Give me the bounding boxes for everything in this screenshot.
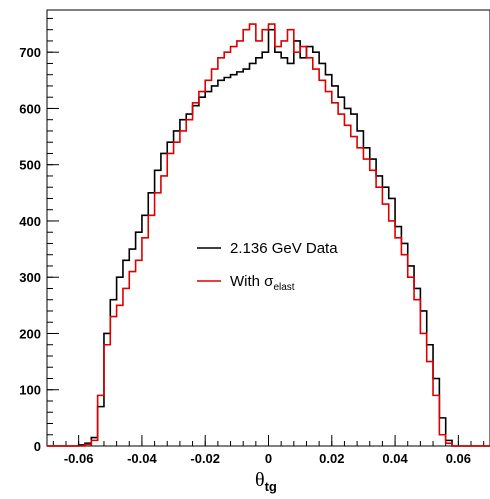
y-tick-label: 200 bbox=[19, 326, 41, 341]
legend: 2.136 GeV Data With σelast bbox=[197, 240, 338, 293]
x-axis-title-sub: tg bbox=[265, 479, 277, 494]
legend-label-data: 2.136 GeV Data bbox=[230, 240, 338, 257]
series-group bbox=[47, 23, 490, 447]
x-tick-label: -0.06 bbox=[64, 451, 94, 466]
y-tick-label: 700 bbox=[19, 45, 41, 60]
x-tick-label: 0 bbox=[265, 451, 272, 466]
plot-frame bbox=[46, 9, 490, 447]
tick-labels: -0.06 -0.04 -0.02 0 0.02 0.04 0.06 0 100 200 300 40… bbox=[19, 45, 471, 466]
x-tick-label: -0.02 bbox=[190, 451, 220, 466]
y-tick-label: 600 bbox=[19, 101, 41, 116]
legend-label-elast-sub: elast bbox=[273, 282, 294, 293]
y-tick-label: 400 bbox=[19, 214, 41, 229]
legend-label-elast: With σelast bbox=[230, 273, 295, 293]
x-tick-label: -0.04 bbox=[127, 451, 157, 466]
series-line-elast bbox=[47, 23, 490, 447]
y-tick-label: 0 bbox=[34, 439, 41, 454]
x-tick-label: 0.04 bbox=[382, 451, 408, 466]
y-tick-label: 500 bbox=[19, 158, 41, 173]
x-axis-title-main: θ bbox=[255, 469, 265, 491]
series-line-data bbox=[47, 28, 490, 447]
x-tick-label: 0.02 bbox=[319, 451, 344, 466]
x-axis-title: θtg bbox=[255, 469, 277, 494]
y-tick-label: 100 bbox=[19, 383, 41, 398]
axis-ticks bbox=[47, 17, 485, 447]
y-tick-label: 300 bbox=[19, 270, 41, 285]
x-tick-label: 0.06 bbox=[446, 451, 471, 466]
legend-label-elast-main: With σ bbox=[230, 273, 274, 290]
